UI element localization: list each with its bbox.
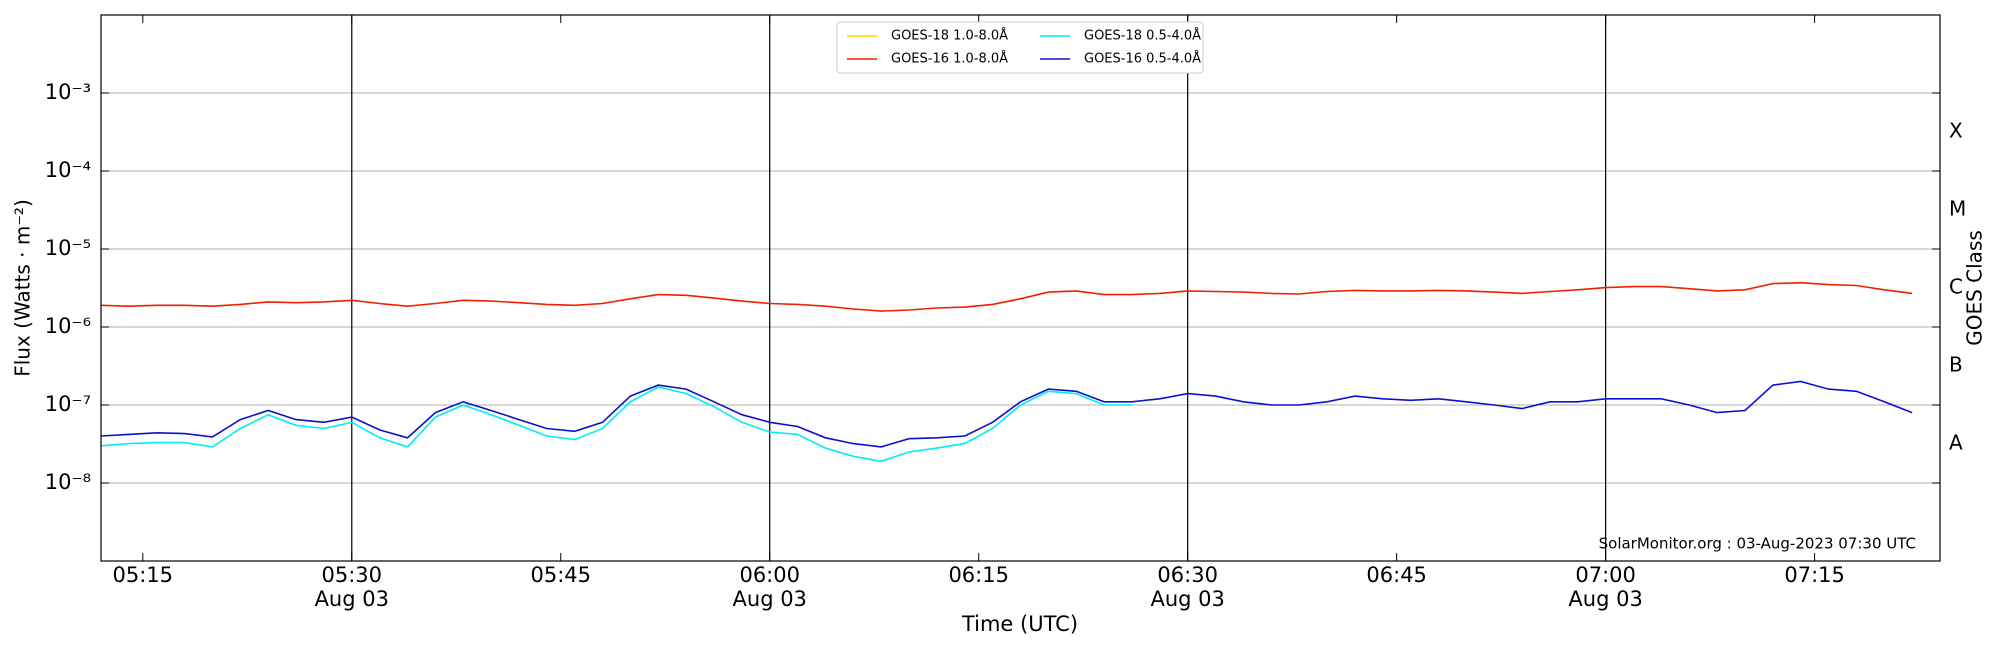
x-tick-label: 05:15 (113, 563, 174, 587)
legend-box (836, 21, 1204, 74)
y2-tick-label: B (1949, 353, 1963, 377)
series-line (101, 281, 1913, 312)
y-tick-label: 10⁻⁴ (45, 158, 91, 182)
y-axis-label: Flux (Watts · m⁻²) (11, 199, 35, 377)
x-axis-label: Time (UTC) (961, 612, 1078, 636)
series-line (101, 380, 1913, 448)
plot-frame (100, 14, 1941, 562)
y-tick-label: 10⁻⁵ (45, 236, 91, 260)
y2-tick-label: C (1949, 275, 1963, 299)
y-tick-label: 10⁻³ (45, 80, 91, 104)
y2-tick-label: M (1949, 197, 1966, 221)
x-tick-label: 07:00 Aug 03 (1568, 563, 1642, 611)
legend-label: GOES-18 0.5-4.0Å (1084, 28, 1201, 44)
x-tick-label: 06:00 Aug 03 (733, 563, 807, 611)
legend-label: GOES-18 1.0-8.0Å (891, 28, 1008, 44)
x-tick-label: 06:30 Aug 03 (1150, 563, 1224, 611)
y2-axis-label: GOES Class (1963, 230, 1987, 346)
x-tick-label: 07:15 (1784, 563, 1845, 587)
x-tick-label: 05:30 Aug 03 (315, 563, 389, 611)
y-tick-label: 10⁻⁷ (45, 392, 91, 416)
y2-tick-label: X (1949, 119, 1963, 143)
legend-label: GOES-16 1.0-8.0Å (891, 51, 1008, 67)
y-tick-label: 10⁻⁸ (45, 470, 91, 494)
series-line (101, 386, 1132, 463)
y2-tick-label: A (1949, 431, 1963, 455)
x-tick-label: 06:45 (1366, 563, 1427, 587)
annotation: SolarMonitor.org : 03-Aug-2023 07:30 UTC (1599, 535, 1916, 553)
x-tick-label: 05:45 (530, 563, 591, 587)
y-tick-label: 10⁻⁶ (45, 314, 91, 338)
x-tick-label: 06:15 (948, 563, 1009, 587)
legend-label: GOES-16 0.5-4.0Å (1084, 51, 1201, 67)
